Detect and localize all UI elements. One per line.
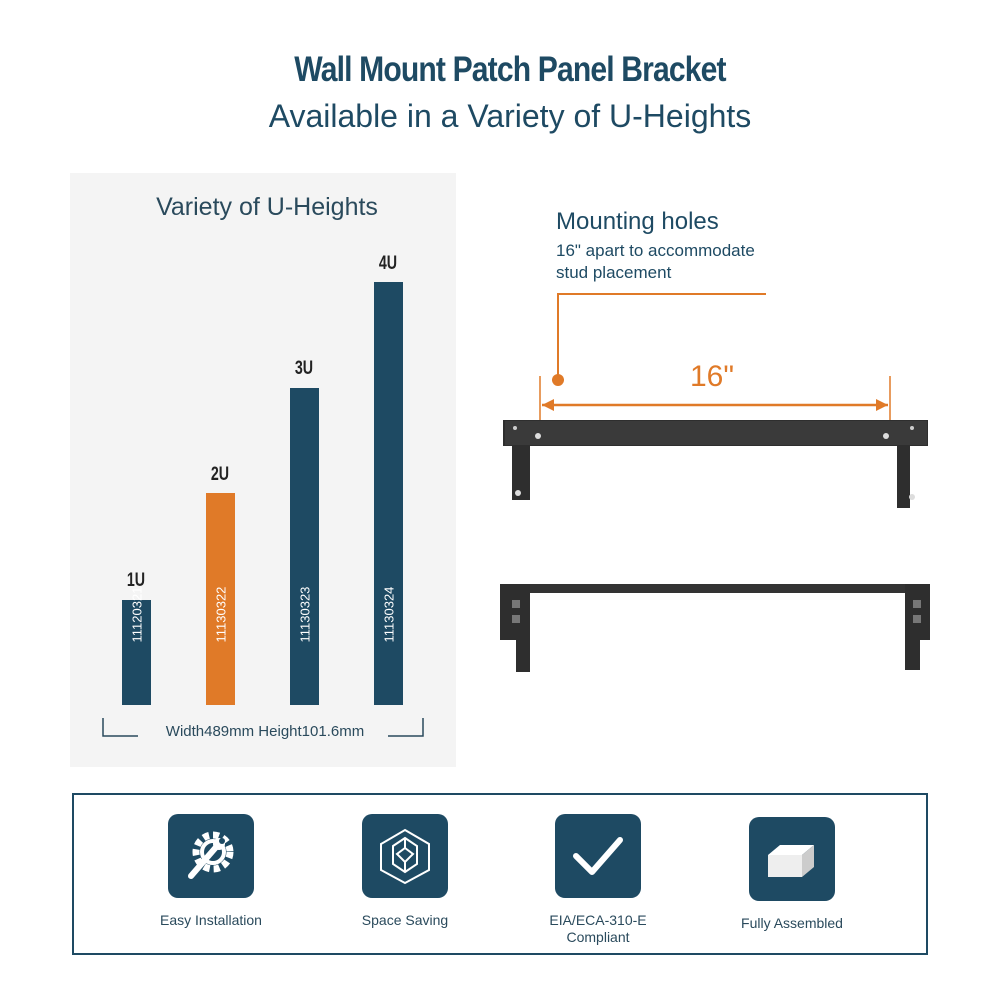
bracket-side-image — [500, 584, 930, 672]
wrench-gear-icon — [168, 814, 254, 898]
bar-label-2u: 2U — [210, 464, 230, 485]
checkmark-icon — [555, 814, 641, 898]
description-line: stud placement — [556, 263, 672, 282]
feature-label: Easy Installation — [160, 912, 262, 928]
bar-2u: 11130322 — [206, 493, 235, 705]
bar-label-4u: 4U — [378, 253, 398, 274]
feature-easy-installation: Easy Installation — [121, 814, 301, 929]
callout-dot — [552, 374, 564, 386]
dimensions-label: Width489mm Height101.6mm — [165, 723, 365, 740]
cube-icon — [362, 814, 448, 898]
bar-3u: 11130323 — [290, 388, 319, 705]
bar-label-3u: 3U — [294, 358, 314, 379]
mounting-holes-description: 16" apart to accommodate stud placement — [556, 240, 755, 284]
page-title: Wall Mount Patch Panel Bracket — [294, 50, 726, 89]
feature-label: Space Saving — [361, 912, 449, 928]
panel-title: Variety of U-Heights — [156, 193, 378, 221]
description-line: 16" apart to accommodate — [556, 241, 755, 260]
page-subtitle: Available in a Variety of U-Heights — [268, 98, 752, 134]
bar-1u: 11120321 — [122, 587, 151, 705]
bracket-front-image — [503, 420, 928, 508]
block-icon — [749, 817, 835, 901]
callout-line — [557, 293, 766, 378]
bar-label-1u: 1U — [126, 570, 146, 591]
feature-fully-assembled: Fully Assembled — [702, 817, 882, 932]
distance-label: 16" — [690, 360, 735, 393]
bar-4u: 11130324 — [374, 282, 403, 705]
dimension-bracket — [102, 718, 424, 737]
features-box — [72, 793, 928, 955]
feature-label: Fully Assembled — [741, 915, 843, 931]
mounting-holes-title: Mounting holes — [556, 208, 719, 235]
feature-label: EIA/ECA-310-E Compliant — [549, 912, 647, 945]
feature-space-saving: Space Saving — [315, 814, 495, 929]
feature-compliant: EIA/ECA-310-E Compliant — [508, 814, 688, 946]
